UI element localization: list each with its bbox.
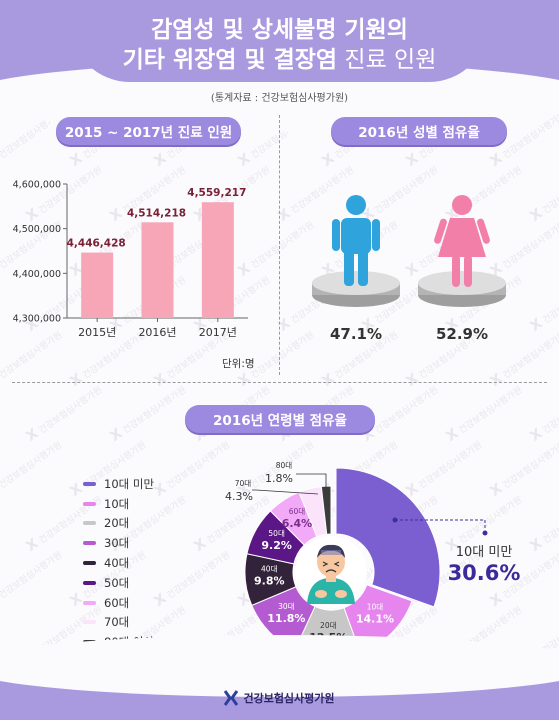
- bar-x-tick-label: 2016년: [138, 326, 176, 339]
- panel-divider-horizontal: [12, 382, 547, 383]
- bar-2017년: [201, 202, 234, 318]
- title-line-2-bold: 기타 위장염 및 결장염: [122, 47, 338, 73]
- legend-swatch: [83, 501, 96, 506]
- legend-item: 70대: [83, 613, 154, 633]
- donut-slice-label: 40대: [261, 565, 278, 574]
- title-line-1: 감염성 및 상세불명 기원의: [151, 17, 408, 43]
- hira-logo-icon: [224, 690, 239, 706]
- bar-2015년: [81, 252, 114, 318]
- panel-divider-vertical: [279, 115, 280, 375]
- donut-slice-label: 60대: [289, 507, 306, 516]
- sick-person-icon: [295, 536, 367, 608]
- donut-slice-pct: 4.3%: [225, 490, 253, 503]
- bar-y-tick-label: 4,600,000: [13, 180, 61, 191]
- bar-value-label: 4,446,428: [67, 238, 126, 250]
- donut-slice-pct: 14.1%: [356, 613, 394, 626]
- female-icon: [434, 195, 490, 287]
- male-icon: [332, 195, 380, 286]
- donut-slice-80대 이상: [320, 485, 332, 535]
- legend-label: 70대: [104, 615, 130, 630]
- bar-value-label: 4,559,217: [187, 187, 246, 199]
- bar-chart: 4,300,000 4,400,000 4,500,000 4,600,000 4,44…: [13, 180, 248, 339]
- donut-slice-pct: 6.4%: [282, 517, 313, 530]
- title-line-2-rest: 진료 인원: [337, 47, 437, 73]
- legend-swatch: [83, 561, 96, 566]
- legend-label: 10대: [104, 496, 130, 511]
- legend-item: 10대 미만: [83, 474, 154, 494]
- bar-y-tick-label: 4,300,000: [13, 314, 61, 325]
- donut-slice-label: 10대: [367, 603, 384, 612]
- callout-line: [252, 489, 319, 495]
- legend-label: 30대: [104, 536, 130, 551]
- gender-panel-title: 2016년 성별 점유율: [331, 117, 507, 145]
- legend-swatch: [83, 600, 96, 605]
- donut-slice-label: 20대: [320, 621, 337, 630]
- bar-y-tick-label: 4,400,000: [13, 269, 61, 280]
- callout-dot: [482, 530, 488, 536]
- legend-label: 50대: [104, 575, 130, 590]
- age-panel-title: 2016년 연령별 점유율: [185, 405, 375, 433]
- donut-slice-10대 미만: [335, 467, 441, 608]
- callout-line: [296, 473, 327, 489]
- legend-swatch: [83, 521, 96, 526]
- female-share-label: 52.9%: [436, 325, 488, 343]
- legend-label: 20대: [104, 516, 130, 531]
- bar-x-tick-label: 2017년: [199, 326, 237, 339]
- legend-item: 30대: [83, 533, 154, 553]
- legend-item: 10대: [83, 494, 154, 514]
- male-share-label: 47.1%: [330, 325, 382, 343]
- donut-slice-label: 80대: [276, 461, 293, 470]
- donut-slice-pct: 9.2%: [261, 539, 292, 552]
- female-pedestal-top: [418, 271, 506, 295]
- donut-slice-label: 10대 미만: [456, 545, 513, 560]
- legend-label: 10대 미만: [104, 476, 155, 491]
- footer-band: [0, 635, 559, 720]
- bar-panel-title: 2015 ~ 2017년 진료 인원: [56, 117, 241, 145]
- bar-y-tick-label: 4,500,000: [13, 224, 61, 235]
- donut-slice-pct: 11.8%: [267, 612, 305, 625]
- donut-slice-pct: 30.6%: [448, 561, 521, 585]
- callout-dot: [392, 517, 398, 523]
- callout-line: [395, 519, 486, 530]
- bar-x-tick-label: 2015년: [78, 326, 116, 339]
- bar-value-label: 4,514,218: [127, 207, 186, 219]
- donut-slice-label: 50대: [268, 529, 285, 538]
- source-note: (통계자료 : 건강보험심사평가원): [210, 93, 349, 104]
- legend-item: 20대: [83, 514, 154, 534]
- legend-swatch: [83, 580, 96, 585]
- header: [0, 0, 559, 132]
- legend-label: 60대: [104, 595, 130, 610]
- legend-swatch: [83, 541, 96, 546]
- legend-swatch: [83, 481, 96, 486]
- legend-item: 40대: [83, 553, 154, 573]
- male-pedestal-top: [312, 271, 400, 295]
- donut-slice-label: 70대: [235, 479, 252, 488]
- bar-unit-label: 단위:명: [222, 358, 255, 370]
- legend-swatch: [83, 620, 96, 625]
- gender-chart: 47.1% 52.9%: [312, 195, 506, 343]
- legend-label: 40대: [104, 556, 130, 571]
- bar-2016년: [141, 222, 174, 318]
- legend-item: 60대: [83, 593, 154, 613]
- footer-org-name: 건강보험심사평가원: [243, 692, 335, 705]
- donut-slice-pct: 1.8%: [265, 472, 293, 485]
- donut-slice-pct: 9.8%: [254, 575, 285, 588]
- footer-logo: 건강보험심사평가원: [0, 690, 559, 706]
- legend-item: 50대: [83, 573, 154, 593]
- donut-slice-label: 30대: [278, 602, 295, 611]
- title-line-2: 기타 위장염 및 결장염 진료 인원: [0, 40, 559, 74]
